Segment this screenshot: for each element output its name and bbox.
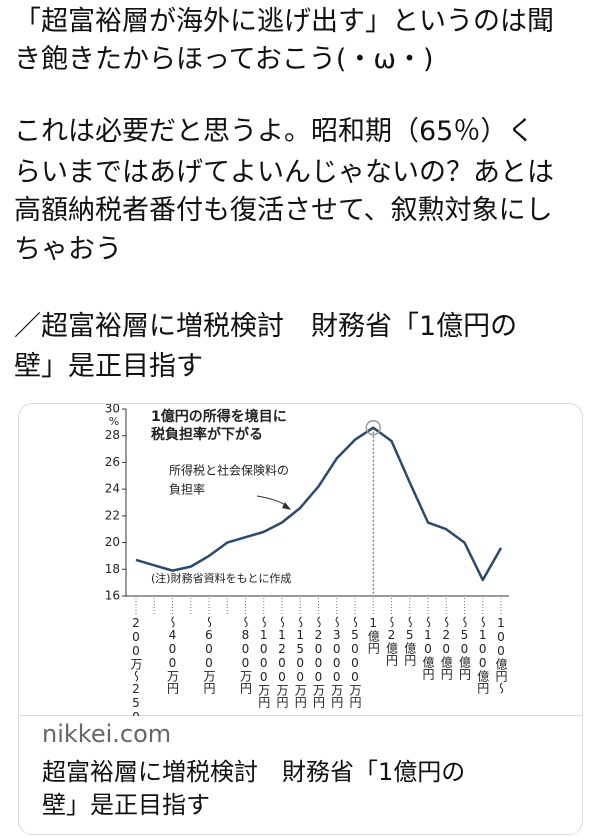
tweet-line: らいまではあげてよいんじゃないの？あとは (14, 157, 554, 188)
x-tick-label: 100億円〜 (494, 616, 508, 694)
y-tick-label: 16 (105, 589, 120, 603)
y-tick-label: 20 (105, 535, 120, 549)
x-tick-label: 〜1000万円 (257, 616, 271, 708)
peak-marker (365, 419, 381, 436)
card-title: 超富裕層に増税検討 財務省「1億円の (42, 758, 466, 786)
y-unit: % (109, 415, 119, 428)
tweet-line: これは必要だと思うよ。昭和期（65％）く (14, 116, 535, 147)
card-domain: nikkei.com (42, 720, 172, 748)
x-tick-label: 〜100億円 (476, 616, 490, 694)
y-tick-label: 22 (105, 508, 120, 522)
x-tick-label: 〜600万円 (202, 616, 216, 694)
x-tick-label: 〜1500万円 (293, 616, 307, 708)
x-tick-label: 〜800万円 (239, 616, 253, 694)
chart: 1億円の所得を境目に 税負担率が下がる % 所得税と社会保険料の 負担率 (注)… (19, 404, 582, 716)
annotation: 負担率 (169, 482, 205, 497)
annotation: 所得税と社会保険料の (169, 463, 289, 478)
chart-note: (注)財務省資料をもとに作成 (151, 571, 291, 585)
x-tick-label: 〜20億円 (439, 616, 453, 680)
x-tick-label: 〜2000万円 (312, 616, 326, 708)
x-tick-label: 〜10億円 (421, 616, 435, 680)
chart-title: 1億円の所得を境目に (151, 408, 287, 425)
x-tick-label: 〜2億円 (385, 616, 399, 666)
x-tick-label: 〜400万円 (166, 616, 180, 694)
link-card[interactable]: 1億円の所得を境目に 税負担率が下がる % 所得税と社会保険料の 負担率 (注)… (18, 403, 583, 835)
tweet-line: ちゃおう (14, 234, 122, 265)
x-tick-label: 200万〜250万円 (129, 616, 143, 716)
tweet-line: 高額納税者番付も復活させて、叙勲対象にし (14, 195, 553, 226)
y-tick-label: 24 (105, 482, 120, 496)
x-tick-label: 〜3000万円 (330, 616, 344, 708)
x-tick-label: 〜5億円 (403, 616, 417, 666)
y-tick-label: 18 (105, 562, 120, 576)
x-tick-label: 〜50億円 (458, 616, 472, 680)
x-tick-label: 1億円 (366, 616, 380, 654)
y-tick-label: 30 (105, 404, 120, 416)
chart-title: 税負担率が下がる (151, 426, 263, 443)
tweet-line: ／超富裕層に増税検討 財務省「1億円の (14, 311, 518, 342)
line-series (135, 426, 503, 582)
tweet-line: き飽きたからほっておこう(・ω・) (14, 44, 434, 75)
arrow-head (282, 502, 291, 510)
y-tick-label: 28 (105, 428, 120, 442)
tweet-line: 壁」是正目指す (14, 351, 203, 382)
tweet-line: 「超富裕層が海外に逃げ出す」というのは聞 (14, 6, 554, 37)
x-tick-label: 〜1200万円 (275, 616, 289, 708)
x-tick-label: 〜5000万円 (348, 616, 362, 708)
card-title: 壁」是正目指す (42, 791, 210, 819)
y-tick-label: 26 (105, 455, 120, 469)
